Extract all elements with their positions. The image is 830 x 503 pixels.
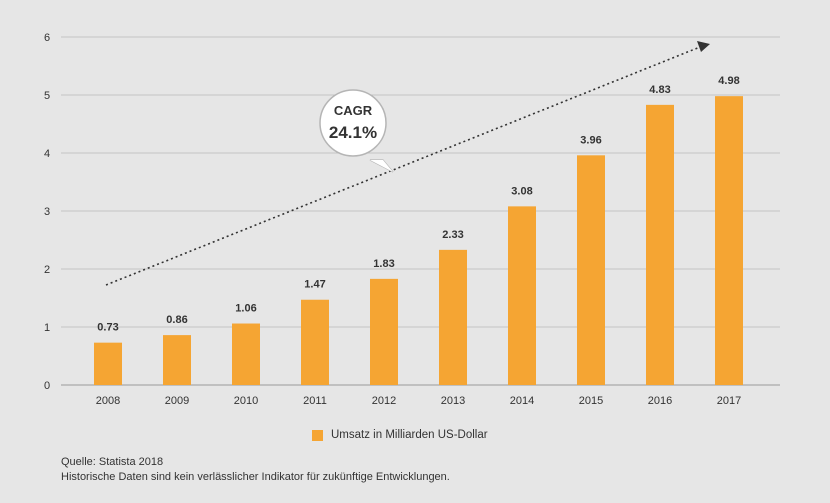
- x-tick-label: 2010: [234, 395, 258, 407]
- bars: [94, 96, 743, 386]
- x-tick-label: 2014: [510, 395, 534, 407]
- data-label: 3.08: [511, 185, 532, 197]
- bar: [715, 96, 743, 385]
- bar: [370, 278, 398, 385]
- legend-label: Umsatz in Milliarden US-Dollar: [331, 429, 488, 441]
- data-label: 0.73: [97, 322, 118, 334]
- trend-arrow: [105, 41, 710, 286]
- x-axis-ticks: 2008 2009 2010 2011 2012 2013 2014 2015 2016 2017: [96, 395, 741, 407]
- x-tick-label: 2013: [441, 395, 465, 407]
- data-label: 4.98: [718, 75, 739, 87]
- y-axis-ticks: 0 1 2 3 4 5 6: [44, 32, 50, 392]
- data-label: 4.83: [649, 84, 670, 96]
- data-label: 0.86: [166, 314, 187, 326]
- cagr-label: CAGR: [334, 103, 373, 118]
- data-label: 1.47: [304, 279, 325, 291]
- bar: [94, 342, 122, 385]
- y-tick-label: 3: [44, 206, 50, 218]
- bar: [577, 155, 605, 385]
- source-text: Quelle: Statista 2018: [61, 456, 164, 468]
- cagr-bubble: CAGR 24.1%: [319, 89, 394, 173]
- data-labels: 0.73 0.86 1.06 1.47 1.83 2.33 3.08 3.96 4.83 4.98: [97, 75, 739, 334]
- x-tick-label: 2009: [165, 395, 189, 407]
- cagr-value: 24.1%: [329, 123, 377, 142]
- bar: [646, 104, 674, 386]
- x-tick-label: 2011: [303, 395, 327, 407]
- data-label: 1.06: [235, 303, 256, 315]
- x-tick-label: 2017: [717, 395, 741, 407]
- bar: [508, 206, 536, 385]
- y-tick-label: 6: [44, 32, 50, 44]
- x-tick-label: 2016: [648, 395, 672, 407]
- data-label: 2.33: [442, 229, 463, 241]
- source-note: Quelle: Statista 2018 Historische Daten …: [61, 455, 450, 485]
- bar: [301, 299, 329, 385]
- cagr-bubble-circle: [319, 89, 387, 157]
- disclaimer-text: Historische Daten sind kein verlässliche…: [61, 471, 450, 483]
- y-tick-label: 0: [44, 380, 50, 392]
- bar: [232, 323, 260, 385]
- data-label: 1.83: [373, 258, 394, 270]
- y-tick-label: 5: [44, 90, 50, 102]
- y-tick-label: 2: [44, 264, 50, 276]
- trend-line: [105, 46, 701, 286]
- legend: Umsatz in Milliarden US-Dollar: [312, 429, 488, 441]
- legend-swatch: [312, 429, 323, 441]
- trend-arrowhead: [697, 41, 710, 52]
- y-tick-label: 1: [44, 322, 50, 334]
- bar: [163, 335, 191, 385]
- x-tick-label: 2012: [372, 395, 396, 407]
- x-tick-label: 2008: [96, 395, 120, 407]
- x-tick-label: 2015: [579, 395, 603, 407]
- grid-lines: [61, 36, 780, 386]
- bar: [439, 249, 467, 385]
- data-label: 3.96: [580, 134, 601, 146]
- y-tick-label: 4: [44, 148, 50, 160]
